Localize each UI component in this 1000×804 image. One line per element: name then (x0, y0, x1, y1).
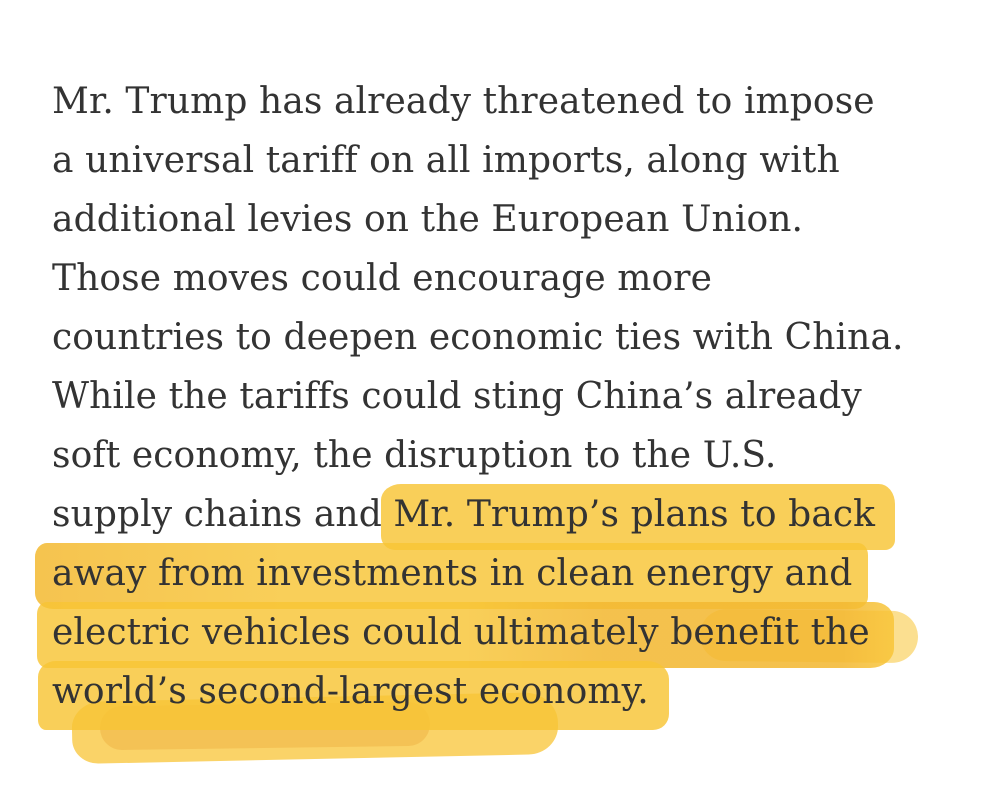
text-segment: supply chains and (52, 494, 394, 535)
text-line: world’s second-largest economy. (38, 661, 970, 730)
text-segment: countries to deepen economic ties with C… (52, 317, 904, 358)
article-paragraph: Mr. Trump has already threatened to impo… (35, 72, 970, 730)
text-segment: Those moves could encourage more (52, 258, 712, 299)
text-line: Mr. Trump has already threatened to impo… (52, 72, 970, 131)
text-line: countries to deepen economic ties with C… (52, 308, 970, 367)
text-line: electric vehicles could ultimately benef… (37, 602, 970, 668)
highlighted-text: Mr. Trump’s plans to back (381, 484, 896, 550)
text-line: additional levies on the European Union. (52, 190, 970, 249)
text-segment: additional levies on the European Union. (52, 199, 804, 240)
highlighted-text: away from investments in clean energy an… (35, 543, 869, 609)
text-line: away from investments in clean energy an… (35, 543, 970, 609)
text-line: supply chains and Mr. Trump’s plans to b… (52, 484, 970, 550)
text-segment: a universal tariff on all imports, along… (52, 140, 840, 181)
text-line: soft economy, the disruption to the U.S. (52, 426, 970, 485)
text-segment: Mr. Trump has already threatened to impo… (52, 81, 875, 122)
text-line: Those moves could encourage more (52, 249, 970, 308)
text-segment: While the tariffs could sting China’s al… (52, 376, 862, 417)
highlighted-text: world’s second-largest economy. (38, 661, 669, 730)
text-line: While the tariffs could sting China’s al… (52, 367, 970, 426)
text-segment: soft economy, the disruption to the U.S. (52, 435, 777, 476)
highlighted-text: electric vehicles could ultimately benef… (37, 602, 894, 668)
text-line: a universal tariff on all imports, along… (52, 131, 970, 190)
